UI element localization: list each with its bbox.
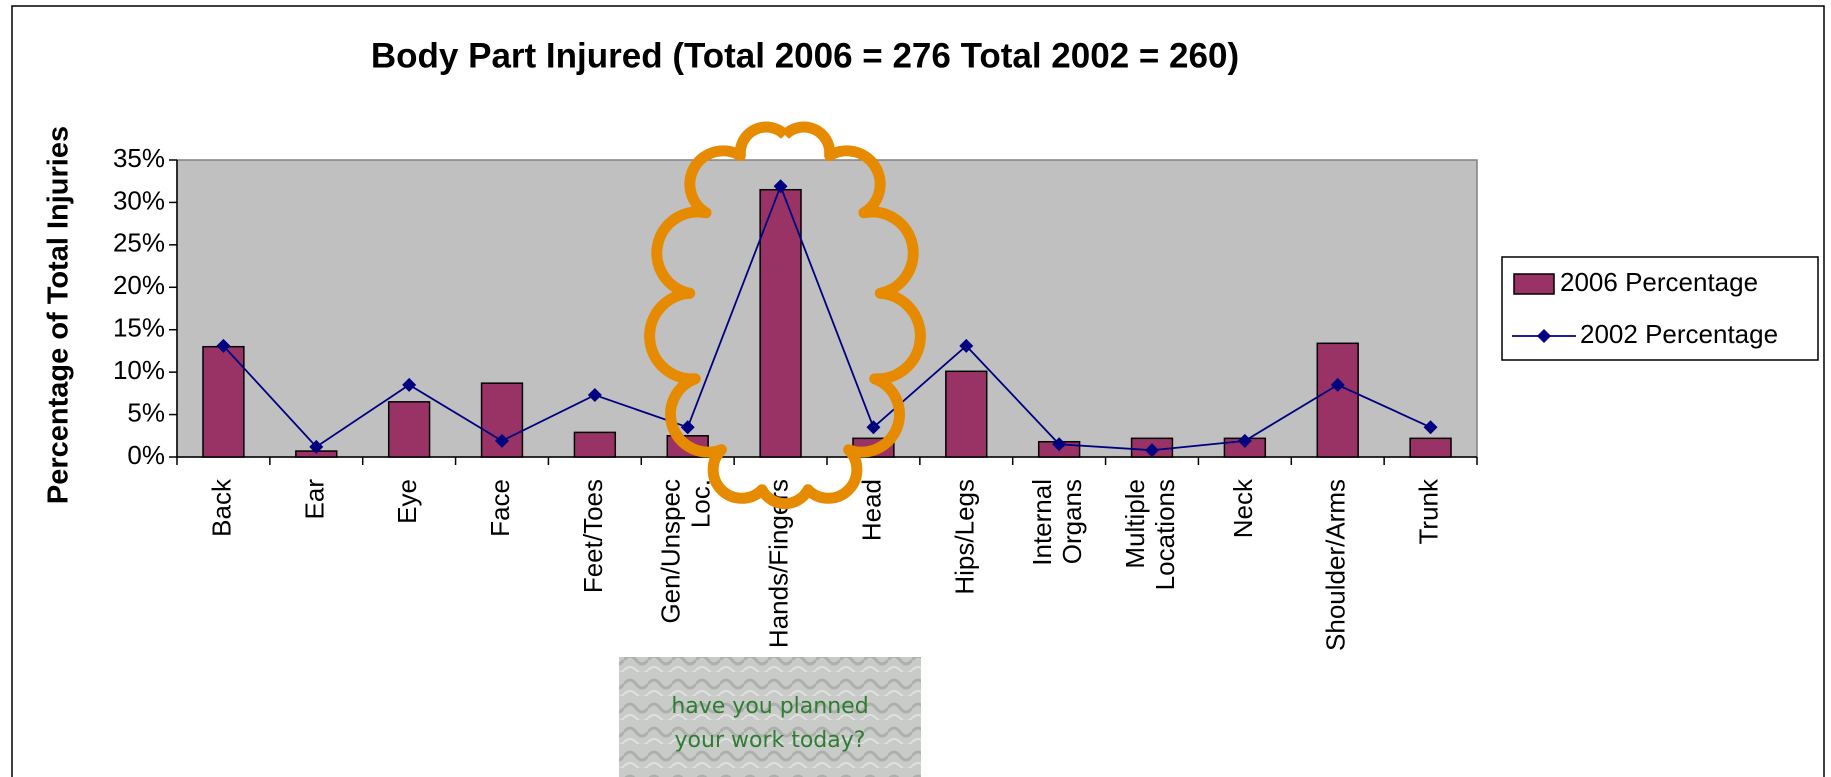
y-tick-label: 15% <box>113 313 165 343</box>
bar <box>1410 438 1451 457</box>
legend-label: 2002 Percentage <box>1580 319 1778 349</box>
x-tick-label: Face <box>485 479 515 537</box>
x-tick-label: Trunk <box>1413 478 1443 544</box>
y-axis-label: Percentage of Total Injuries <box>43 126 75 504</box>
y-tick-label: 20% <box>113 270 165 300</box>
y-tick-label: 35% <box>113 143 165 173</box>
x-tick-label: Head <box>856 479 886 541</box>
y-tick-label: 5% <box>127 397 165 427</box>
x-tick-label: Ear <box>299 479 329 520</box>
bar <box>389 402 430 457</box>
y-tick-label: 30% <box>113 185 165 215</box>
x-tick-label: InternalOrgans <box>1027 479 1087 566</box>
annotation-text: have you planned <box>671 694 868 719</box>
legend-label: 2006 Percentage <box>1560 267 1758 297</box>
bar <box>203 347 244 457</box>
x-tick-label: Eye <box>392 479 422 524</box>
legend-swatch <box>1514 274 1554 294</box>
annotation-text: your work today? <box>675 728 866 753</box>
bar <box>1317 343 1358 457</box>
y-tick-label: 10% <box>113 355 165 385</box>
x-tick-label: Back <box>206 478 236 537</box>
bar <box>760 190 801 457</box>
y-tick-label: 0% <box>127 440 165 470</box>
y-tick-label: 25% <box>113 228 165 258</box>
x-tick-label: Hips/Legs <box>949 479 979 595</box>
chart: Body Part Injured (Total 2006 = 276 Tota… <box>0 0 1831 777</box>
chart-title: Body Part Injured (Total 2006 = 276 Tota… <box>371 36 1239 75</box>
x-tick-label: Neck <box>1228 478 1258 538</box>
bar <box>574 432 615 457</box>
bar <box>946 371 987 457</box>
x-tick-label: Feet/Toes <box>578 479 608 593</box>
x-tick-label: Shoulder/Arms <box>1321 479 1351 651</box>
